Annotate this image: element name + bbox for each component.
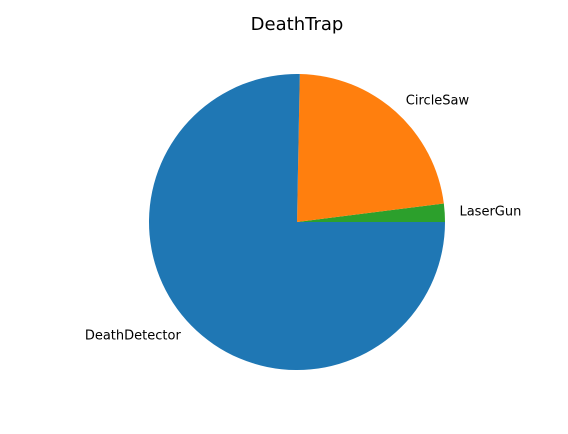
chart-title: DeathTrap (251, 14, 344, 35)
pie-label-circlesaw: CircleSaw (406, 93, 470, 108)
pie-label-lasergun: LaserGun (459, 204, 521, 219)
pie-slice-lasergun (297, 203, 445, 222)
pie-labels: LaserGun CircleSaw DeathDetector (85, 93, 522, 343)
pie-label-deathdetector: DeathDetector (85, 329, 182, 344)
pie-slices (148, 74, 445, 371)
pie-slice-circlesaw (297, 74, 444, 222)
pie-slice-deathdetector (148, 74, 445, 371)
